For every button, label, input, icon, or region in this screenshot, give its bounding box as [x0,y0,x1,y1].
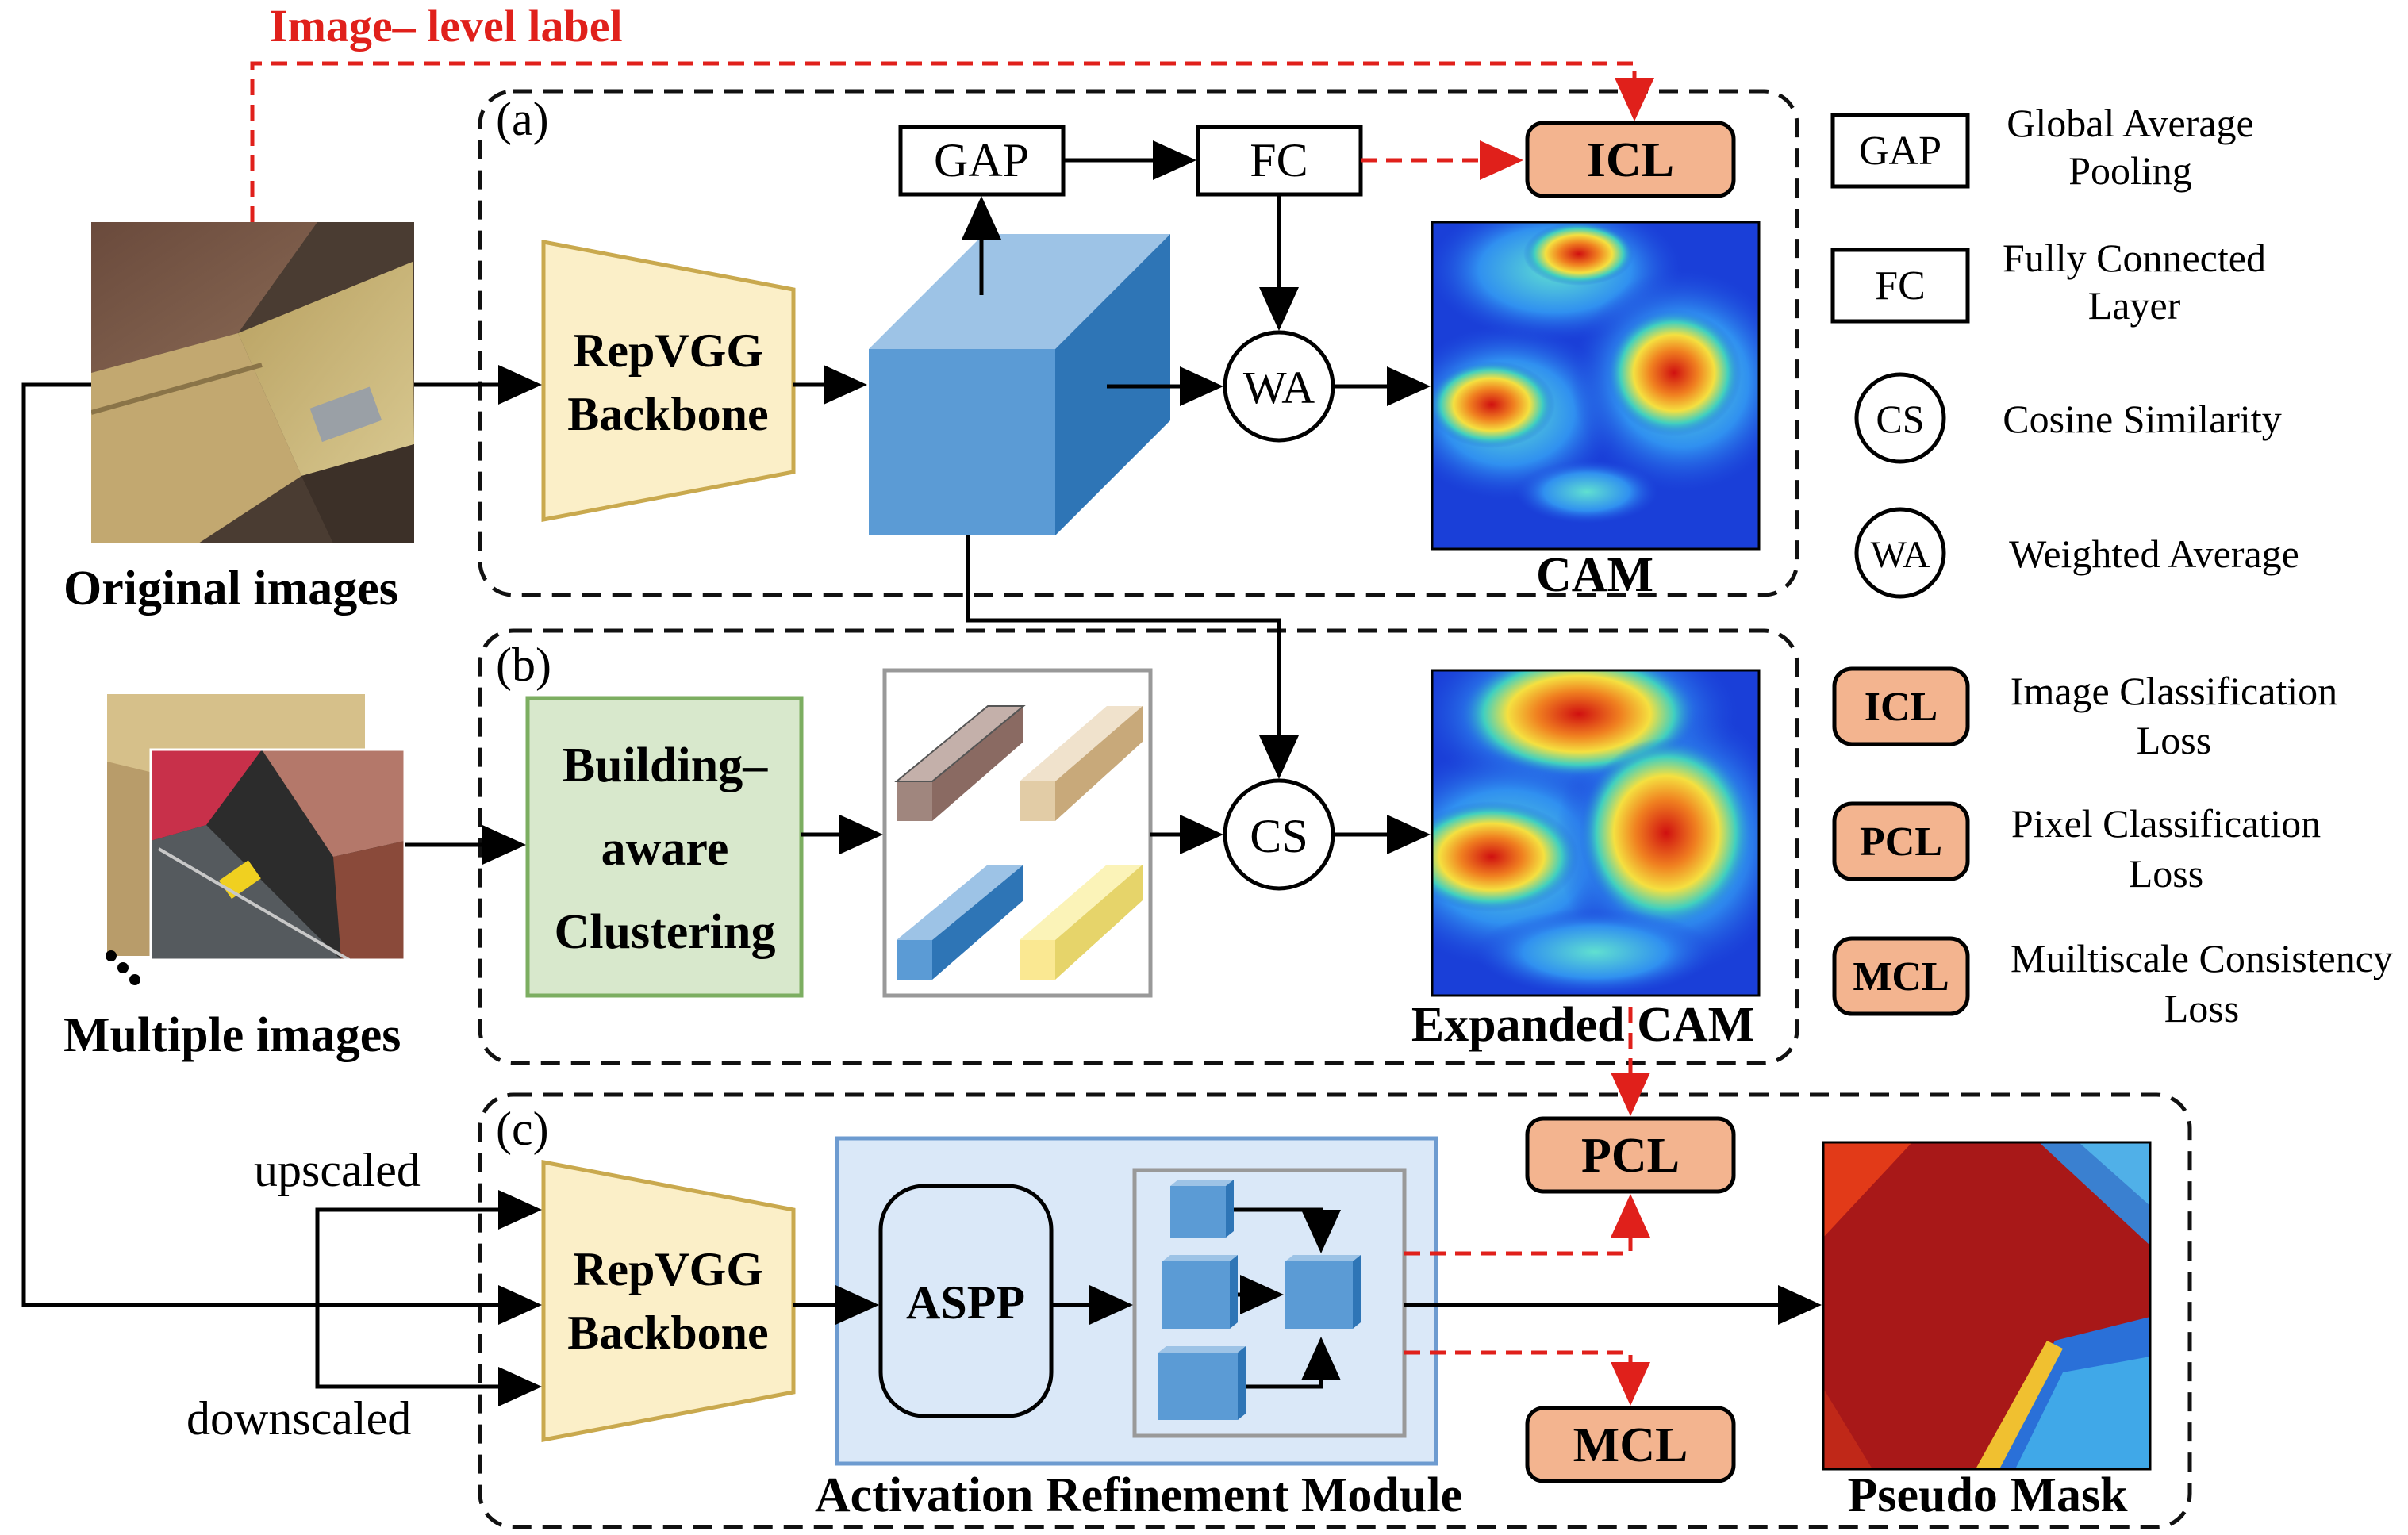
original-image [91,222,414,543]
legend-icl-box [1832,666,1970,746]
loss-arrows [1361,140,1650,1406]
cluster-bar-brown [894,705,1026,821]
panel-a-label: (a) [496,93,549,145]
legend-pcl-line1: Pixel Classification [2011,801,2321,846]
arm-feature-block-3 [1158,1346,1246,1420]
legend-mcl-line1: Muiltiscale Consistency [2011,936,2393,980]
clustering-label-line1: Building– [563,739,768,792]
expanded-cam-label: Expanded CAM [1411,998,1754,1052]
arm-feature-block-1 [1170,1180,1234,1238]
legend-icl-line2: Loss [2137,718,2211,762]
aspp-label: ASPP [906,1276,1025,1329]
legend-mcl-box [1832,936,1970,1016]
pcl-box-label: PCL [1581,1129,1680,1183]
panel-c-label: (c) [496,1103,549,1155]
mcl-box-label: MCL [1573,1418,1688,1472]
pseudo-mask [1823,1142,2150,1469]
original-images-label: Original images [63,562,398,616]
legend-icl-abbr: ICL [1865,685,1938,730]
backbone-a-label-line1: RepVGG [573,324,763,377]
legend-fc-box [1830,248,1970,324]
fc-box [1196,125,1363,197]
image-label-arrow [250,61,1654,222]
downscaled-label: downscaled [186,1392,411,1445]
legend-fc-line2: Layer [2088,283,2181,328]
wa-circle-label: WA [1243,362,1315,413]
legend-cs-circle [1854,372,1946,464]
legend-fc-line1: Fully Connected [2003,236,2266,280]
cluster-bar-tan [1020,706,1143,821]
backbone-a-label-line2: Backbone [567,388,768,440]
cam-label: CAM [1536,548,1653,602]
clustering-box [525,696,804,998]
backbone-a [541,239,796,523]
expanded-cam-heatmap [1432,670,1759,996]
legend-wa-circle [1854,507,1946,599]
legend-pcl-abbr: PCL [1860,819,1942,865]
icl-box-label: ICL [1587,133,1674,187]
arm-feature-block-fused [1285,1255,1361,1329]
legend-mcl-line2: Loss [2164,986,2239,1030]
legend-pcl-box [1832,801,1970,881]
flow-arrows [21,140,1822,1406]
legend-gap-abbr: GAP [1859,129,1941,174]
panel-a-box [478,89,1799,597]
multiple-images [106,694,406,985]
legend-gap-line2: Pooling [2068,148,2192,193]
legend-mcl-abbr: MCL [1853,954,1949,1000]
legend-cs-line1: Cosine Similarity [2003,397,2281,441]
legend-gap-box [1830,113,1970,189]
cluster-bar-yellow [1020,865,1143,980]
cs-circle-label: CS [1250,810,1308,862]
panel-c-box [478,1092,2192,1529]
gap-box [898,125,1066,197]
aspp-box [878,1184,1054,1418]
backbone-c [541,1159,796,1443]
arm-title: Activation Refinement Module [815,1468,1462,1522]
pseudo-mask-label: Pseudo Mask [1847,1468,2128,1522]
backbone-c-label-line1: RepVGG [573,1243,763,1295]
icl-box [1525,121,1736,198]
panel-b-label: (b) [496,639,551,691]
clustering-label-line2: aware [601,822,729,876]
upscaled-label: upscaled [254,1144,421,1196]
legend-wa-abbr: WA [1871,534,1930,576]
legend-pcl-line2: Loss [2129,851,2203,896]
legend-gap-line1: Global Average [2007,101,2253,145]
image-level-label: Image– level label [270,0,623,52]
legend-fc-abbr: FC [1875,263,1926,309]
fc-box-label: FC [1250,134,1308,186]
backbone-c-label-line2: Backbone [567,1307,768,1359]
clustering-label-line3: Clustering [555,905,776,959]
pcl-box [1525,1116,1736,1194]
legend: GAP Global Average Pooling FC Fully Conn… [1830,101,2393,1030]
legend-icl-line1: Image Classification [2011,669,2337,713]
multiple-images-label: Multiple images [63,1008,401,1062]
arm-feature-block-2 [1162,1255,1238,1329]
legend-cs-abbr: CS [1876,397,1924,441]
legend-wa-line1: Weighted Average [2009,531,2299,576]
gap-box-label: GAP [934,134,1029,186]
cam-heatmap [1432,222,1759,549]
cluster-bar-blue [897,865,1023,980]
mcl-box [1525,1406,1736,1483]
